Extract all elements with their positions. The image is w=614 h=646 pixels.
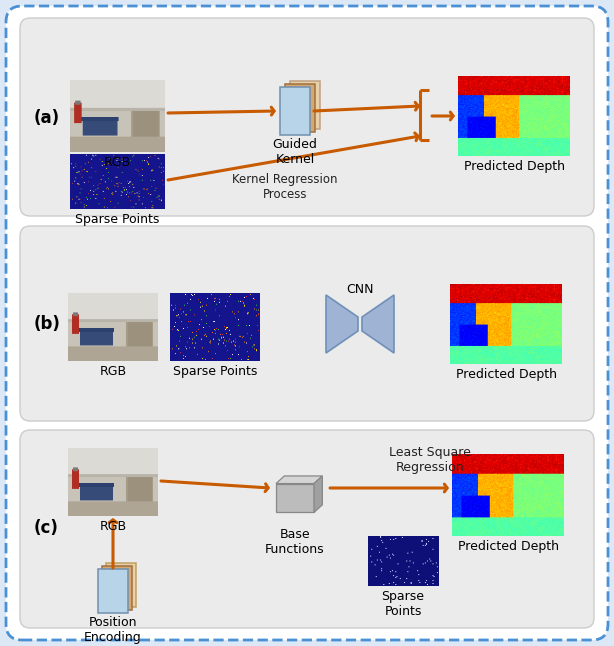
Text: Position
Encoding: Position Encoding bbox=[84, 616, 142, 644]
Text: Sparse Points: Sparse Points bbox=[75, 213, 159, 226]
Text: (c): (c) bbox=[34, 519, 59, 537]
Polygon shape bbox=[362, 295, 394, 353]
Bar bbox=[98, 569, 128, 613]
Text: Predicted Depth: Predicted Depth bbox=[464, 160, 564, 173]
Polygon shape bbox=[276, 476, 322, 484]
Text: RGB: RGB bbox=[99, 365, 126, 378]
Text: Sparse
Points: Sparse Points bbox=[381, 590, 424, 618]
Bar bbox=[285, 84, 315, 132]
Polygon shape bbox=[276, 484, 314, 512]
FancyBboxPatch shape bbox=[6, 6, 608, 640]
Bar bbox=[106, 563, 136, 607]
Text: Least Square
Regression: Least Square Regression bbox=[389, 446, 471, 474]
Text: (a): (a) bbox=[34, 109, 60, 127]
Text: CNN: CNN bbox=[346, 283, 374, 296]
Text: Guided
Kernel: Guided Kernel bbox=[273, 138, 317, 166]
Text: Base
Functions: Base Functions bbox=[265, 528, 325, 556]
FancyBboxPatch shape bbox=[20, 18, 594, 216]
Polygon shape bbox=[314, 476, 322, 512]
Text: (b): (b) bbox=[34, 315, 61, 333]
Text: RGB: RGB bbox=[103, 156, 131, 169]
Text: Kernel Regression
Process: Kernel Regression Process bbox=[232, 173, 338, 201]
Text: Sparse Points: Sparse Points bbox=[173, 365, 257, 378]
Bar bbox=[102, 566, 132, 610]
FancyBboxPatch shape bbox=[20, 430, 594, 628]
Text: Predicted Depth: Predicted Depth bbox=[456, 368, 556, 381]
Text: RGB: RGB bbox=[99, 520, 126, 533]
Text: Predicted Depth: Predicted Depth bbox=[457, 540, 559, 553]
Polygon shape bbox=[326, 295, 358, 353]
FancyBboxPatch shape bbox=[20, 226, 594, 421]
Bar bbox=[290, 81, 320, 129]
Bar bbox=[280, 87, 310, 135]
